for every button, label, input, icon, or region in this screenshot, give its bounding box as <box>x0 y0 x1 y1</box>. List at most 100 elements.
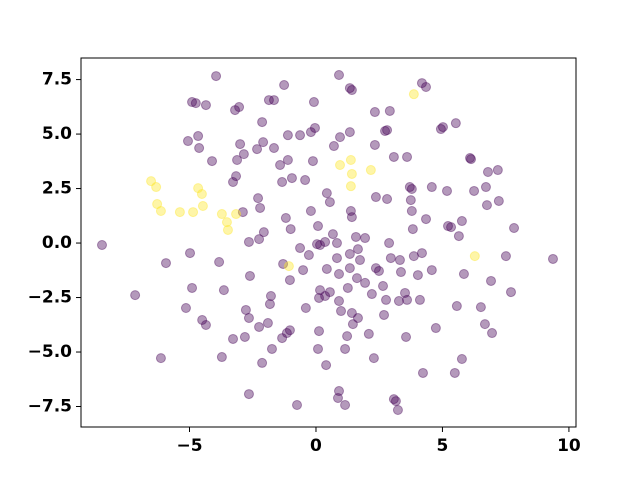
point <box>449 367 460 378</box>
point <box>151 182 162 193</box>
point <box>307 156 318 167</box>
point <box>303 250 314 261</box>
point <box>231 171 242 182</box>
point <box>388 394 399 405</box>
point <box>368 353 379 364</box>
point <box>505 287 516 298</box>
point <box>456 216 467 227</box>
point <box>284 275 295 286</box>
point <box>311 239 322 250</box>
point <box>365 165 376 176</box>
point <box>486 275 497 286</box>
point <box>458 268 469 279</box>
point <box>344 127 355 138</box>
point <box>333 70 344 81</box>
point <box>327 229 338 240</box>
point <box>239 331 250 342</box>
point <box>243 389 254 400</box>
point <box>400 287 411 298</box>
point <box>228 177 239 188</box>
point <box>352 244 363 255</box>
point <box>230 105 241 116</box>
point <box>350 231 361 242</box>
point <box>244 270 255 281</box>
point <box>190 98 201 109</box>
point <box>320 291 331 302</box>
point <box>314 292 325 303</box>
point <box>281 328 292 339</box>
point <box>252 144 263 155</box>
point <box>320 236 331 247</box>
point <box>314 326 325 337</box>
point <box>335 132 346 143</box>
point <box>408 89 419 100</box>
point <box>340 399 351 410</box>
point <box>286 173 297 184</box>
point <box>482 166 493 177</box>
point <box>332 393 343 404</box>
point <box>346 85 357 96</box>
x-tick-label: 5 <box>437 436 449 456</box>
plot-frame <box>80 57 577 428</box>
point <box>417 367 428 378</box>
x-tick-label: 10 <box>557 436 581 456</box>
point <box>193 183 204 194</box>
point <box>363 328 374 339</box>
point <box>313 221 324 232</box>
point <box>395 267 406 278</box>
point <box>344 83 355 94</box>
point <box>264 299 275 310</box>
point <box>193 131 204 142</box>
point <box>182 136 193 147</box>
point <box>456 353 467 364</box>
point <box>152 199 163 210</box>
point <box>469 185 480 196</box>
point <box>96 240 107 251</box>
point <box>402 294 413 305</box>
points <box>96 70 558 415</box>
point <box>331 253 342 264</box>
point <box>379 309 390 320</box>
point <box>384 238 395 249</box>
point <box>465 153 476 164</box>
point <box>404 182 415 193</box>
point <box>298 265 309 276</box>
point <box>401 331 412 342</box>
point <box>258 227 269 238</box>
point <box>218 285 229 296</box>
y-tick-label: 5.0 <box>42 124 72 144</box>
point <box>373 265 384 276</box>
point <box>408 251 419 262</box>
point <box>451 301 462 312</box>
point <box>475 302 486 313</box>
point <box>346 168 357 179</box>
point <box>345 181 356 192</box>
point <box>200 319 211 330</box>
point <box>469 251 480 262</box>
point <box>479 319 490 330</box>
point <box>214 257 225 268</box>
point <box>346 212 357 223</box>
point <box>547 253 558 264</box>
point <box>305 206 316 217</box>
x-tick-label: −5 <box>176 436 202 456</box>
point <box>254 234 265 245</box>
point <box>385 253 396 264</box>
point <box>333 386 344 397</box>
y-tick-label: −2.5 <box>28 288 72 308</box>
point <box>369 107 380 118</box>
point <box>257 117 268 128</box>
point <box>406 183 417 194</box>
point <box>257 357 268 368</box>
x-tick-label: 0 <box>310 436 322 456</box>
point <box>384 105 395 116</box>
point <box>283 261 294 272</box>
point <box>155 353 166 364</box>
point <box>390 396 401 407</box>
point <box>405 195 416 206</box>
point <box>313 343 324 354</box>
point <box>370 263 381 274</box>
point <box>285 224 296 235</box>
point <box>253 193 264 204</box>
point <box>200 100 211 111</box>
